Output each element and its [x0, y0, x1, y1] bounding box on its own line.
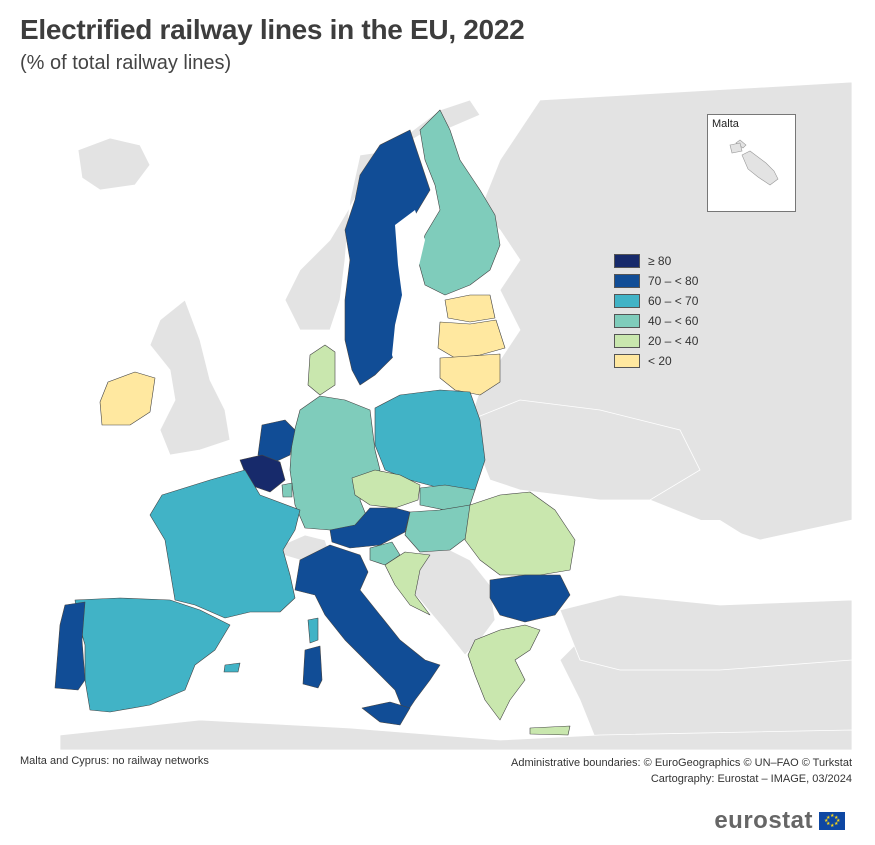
legend-label: 70 – < 80: [648, 274, 699, 288]
country-luxembourg: [281, 482, 293, 498]
legend-swatch: [614, 294, 640, 308]
land-turkey: [559, 594, 852, 671]
country-latvia: [437, 319, 506, 359]
country-corsica: [307, 617, 319, 644]
malta-main-island: [741, 150, 779, 186]
country-denmark: [307, 344, 336, 396]
legend-item: 40 – < 60: [614, 311, 698, 331]
legend-label: 40 – < 60: [648, 314, 699, 328]
country-italy: [294, 544, 441, 716]
legend-swatch: [614, 334, 640, 348]
country-france: [149, 469, 301, 619]
eu-flag-icon: ★ ★ ★ ★ ★ ★ ★ ★: [819, 812, 845, 830]
country-spain: [74, 597, 231, 713]
legend-label: 60 – < 70: [648, 294, 699, 308]
land-iceland: [77, 137, 151, 191]
legend-swatch: [614, 254, 640, 268]
land-uk: [149, 299, 231, 456]
malta-inset: Malta: [707, 114, 796, 212]
inset-title: Malta: [712, 118, 739, 130]
country-bulgaria: [489, 574, 571, 623]
eurostat-logo: eurostat ★ ★ ★ ★ ★ ★ ★ ★: [714, 807, 845, 835]
footnote-note: Malta and Cyprus: no railway networks: [20, 755, 209, 767]
legend-item: 20 – < 40: [614, 331, 698, 351]
country-estonia: [444, 294, 496, 323]
map-subtitle: (% of total railway lines): [20, 52, 232, 74]
country-austria: [329, 507, 411, 549]
country-lithuania: [439, 353, 501, 396]
legend-item: ≥ 80: [614, 251, 698, 271]
legend-label: 20 – < 40: [648, 334, 699, 348]
country-greece: [467, 624, 541, 721]
logo-text: eurostat: [714, 807, 813, 834]
country-czechia: [351, 469, 421, 509]
country-portugal: [54, 601, 86, 691]
footnote-credits: Administrative boundaries: © EuroGeograp…: [511, 755, 852, 787]
country-finland: [417, 109, 501, 296]
land-norway: [284, 99, 481, 331]
legend-item: 60 – < 70: [614, 291, 698, 311]
legend-swatch: [614, 274, 640, 288]
footnote-boundaries: Administrative boundaries: © EuroGeograp…: [510, 757, 852, 769]
country-ireland: [99, 371, 156, 426]
legend: ≥ 80 70 – < 80 60 – < 70 40 – < 60 20 – < 40…: [614, 251, 698, 371]
legend-swatch: [614, 314, 640, 328]
black-sea: [575, 520, 760, 595]
gozo-island: [729, 142, 743, 154]
legend-swatch: [614, 354, 640, 368]
country-croatia: [384, 551, 431, 616]
land-africa: [59, 719, 852, 750]
baltic-sea: [392, 210, 425, 378]
legend-label: < 20: [648, 354, 672, 368]
country-balearic: [223, 662, 241, 673]
country-romania: [464, 491, 576, 576]
legend-item: 70 – < 80: [614, 271, 698, 291]
country-poland: [374, 389, 486, 491]
land-ukraine: [469, 399, 701, 501]
footnote-cartography: Cartography: Eurostat – IMAGE, 03/2024: [650, 773, 852, 785]
legend-label: ≥ 80: [648, 254, 672, 268]
country-sweden: [344, 129, 431, 386]
country-sicily: [361, 701, 411, 726]
legend-item: < 20: [614, 351, 698, 371]
country-crete: [529, 725, 571, 736]
country-sardinia: [302, 645, 323, 689]
map-title: Electrified railway lines in the EU, 202…: [20, 14, 525, 45]
country-netherlands: [257, 419, 296, 463]
